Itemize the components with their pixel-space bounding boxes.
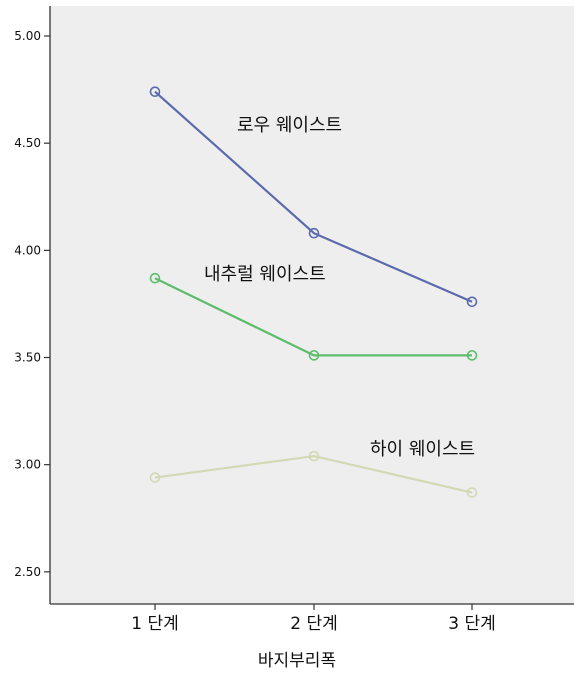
data-point: [149, 86, 161, 98]
data-point: [466, 487, 478, 498]
x-tick-label: 1 단계: [131, 614, 179, 634]
data-point: [308, 450, 320, 462]
data-point: [308, 350, 320, 361]
x-tick-label: 3 단계: [448, 614, 496, 634]
data-point: [466, 350, 478, 361]
series-label-high-waist: 하이 웨이스트: [370, 439, 475, 460]
data-point: [466, 296, 478, 308]
y-tick-label: 3.00: [14, 458, 41, 472]
series-line-2: [154, 454, 473, 494]
x-axis-title: 바지부리폭: [258, 651, 336, 671]
y-tick-label: 2.50: [14, 565, 41, 579]
series-label-low-waist: 로우 웨이스트: [237, 115, 342, 136]
y-tick-label: 5.00: [14, 29, 41, 43]
y-tick-label: 4.50: [14, 136, 41, 150]
plot-background: [50, 6, 574, 604]
series-line-0: [154, 90, 473, 303]
data-point: [149, 272, 161, 284]
data-point: [308, 227, 320, 239]
series-line-1: [154, 277, 472, 357]
x-tick-label: 2 단계: [290, 614, 338, 634]
series-label-natural-waist: 내추럴 웨이스트: [204, 264, 326, 285]
data-point: [149, 472, 161, 483]
y-tick-label: 4.00: [14, 243, 41, 257]
y-tick-label: 3.50: [14, 351, 41, 365]
